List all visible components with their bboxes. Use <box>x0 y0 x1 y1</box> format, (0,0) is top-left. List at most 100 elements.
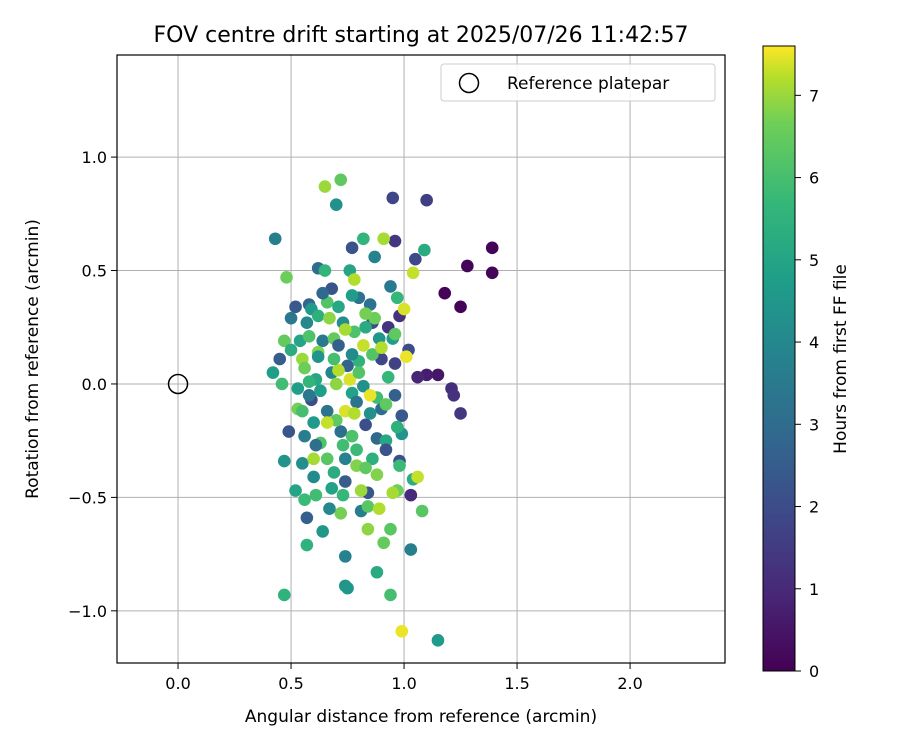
scatter-point <box>316 334 329 348</box>
plot-frame <box>116 54 726 664</box>
scatter-point <box>338 452 352 466</box>
scatter-point <box>368 250 381 264</box>
scatter-point <box>345 241 359 255</box>
scatter-point <box>400 350 413 364</box>
scatter-point <box>334 506 348 520</box>
scatter-point <box>323 502 336 516</box>
scatter-point <box>357 379 370 393</box>
scatter-point <box>318 264 332 277</box>
scatter-point <box>350 395 363 409</box>
colorbar-tick-label: 3 <box>809 415 819 434</box>
scatter-point <box>375 341 388 354</box>
scatter-point <box>273 352 287 366</box>
y-tick-label: −0.5 <box>68 488 107 507</box>
x-axis-label: Angular distance from reference (arcmin) <box>245 707 597 727</box>
scatter-point <box>316 525 329 538</box>
y-axis-ticks: −1.0 −0.5 0.0 0.5 1.0 <box>68 148 117 621</box>
scatter-point <box>309 488 323 502</box>
scatter-point <box>277 588 291 602</box>
grid-lines <box>117 55 725 663</box>
scatter-point <box>300 316 314 330</box>
scatter-point <box>329 198 343 212</box>
reference-platepar-marker <box>167 373 189 395</box>
scatter-point <box>390 291 404 305</box>
scatter-point <box>338 550 352 563</box>
scatter-point <box>336 488 350 502</box>
scatter-point <box>311 350 325 364</box>
scatter-point <box>390 420 404 434</box>
scatter-point <box>266 366 280 379</box>
scatter-point <box>359 320 372 334</box>
y-tick-label: 0.5 <box>82 262 107 281</box>
scatter-point <box>289 300 302 314</box>
scatter-point <box>298 493 311 506</box>
colorbar-tick-label: 2 <box>809 498 819 517</box>
scatter-point <box>302 375 316 388</box>
scatter-point <box>485 266 499 280</box>
scatter-point <box>379 398 393 411</box>
scatter-point <box>404 488 418 502</box>
scatter-point <box>296 457 309 470</box>
scatter-point <box>395 409 409 423</box>
scatter-point <box>377 232 391 246</box>
scatter-point <box>318 180 332 193</box>
scatter-point <box>348 273 361 286</box>
scatter-point <box>379 434 393 447</box>
scatter-point <box>332 364 345 377</box>
scatter-point <box>361 500 375 513</box>
scatter-point <box>316 286 329 300</box>
scatter-point <box>377 536 391 550</box>
scatter-point <box>379 443 393 457</box>
x-tick-label: 2.0 <box>617 674 642 693</box>
scatter-point <box>388 357 402 370</box>
scatter-point <box>388 327 402 341</box>
chart-title: FOV centre drift starting at 2025/07/26 … <box>154 23 689 48</box>
scatter-point <box>302 388 316 402</box>
scatter-point <box>411 370 424 384</box>
scatter-point <box>366 452 379 466</box>
scatter-point <box>280 271 293 284</box>
scatter-point <box>329 377 343 391</box>
plot-area <box>117 55 725 663</box>
scatter-point <box>277 334 291 348</box>
colorbar-tick-label: 5 <box>809 251 819 270</box>
scatter-point <box>307 452 320 466</box>
scatter-point <box>284 311 298 325</box>
y-axis-label: Rotation from reference (arcmin) <box>23 219 43 499</box>
colorbar-label: Hours from first FF file <box>831 264 851 454</box>
scatter-point <box>327 466 341 479</box>
colorbar-tick-label: 1 <box>809 580 819 599</box>
scatter-point <box>406 266 420 280</box>
scatter-point <box>307 470 320 484</box>
scatter-point <box>388 234 402 248</box>
legend-open-circle-icon <box>458 72 480 94</box>
scatter-point <box>370 468 384 482</box>
scatter-point <box>345 429 359 443</box>
scatter-point <box>384 588 397 602</box>
colorbar-tick-label: 4 <box>809 333 819 352</box>
scatter-point <box>411 470 424 484</box>
scatter-point <box>454 407 467 420</box>
scatter-point <box>397 302 411 316</box>
scatter-point <box>418 243 431 257</box>
scatter-point <box>357 232 370 246</box>
scatter-point <box>275 377 289 391</box>
colorbar-tick-label: 0 <box>809 662 819 681</box>
scatter-point <box>381 370 395 384</box>
scatter-point <box>393 459 406 472</box>
scatter-point <box>350 443 363 457</box>
colorbar-gradient <box>762 45 796 672</box>
data-points <box>266 173 499 647</box>
scatter-point <box>352 366 366 379</box>
scatter-point <box>341 581 354 595</box>
x-tick-label: 0.5 <box>278 674 303 693</box>
scatter-point <box>366 348 379 361</box>
legend-box <box>440 63 716 102</box>
scatter-point <box>354 484 368 497</box>
scatter-point <box>298 429 311 443</box>
legend: Reference platepar <box>440 63 716 102</box>
scatter-point <box>345 348 359 361</box>
scatter-point <box>309 438 323 452</box>
scatter-point <box>320 404 334 418</box>
